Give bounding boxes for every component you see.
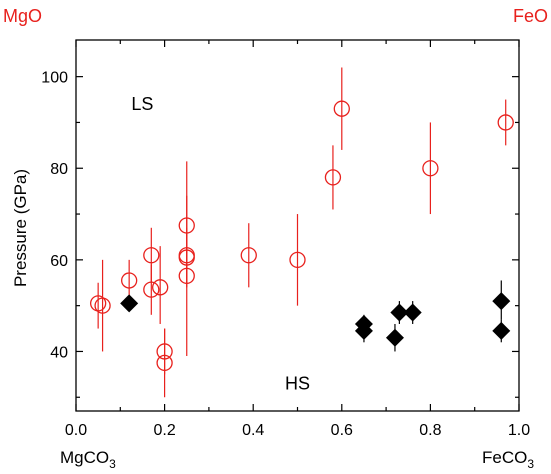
corner-label-bottom-right-base: FeCO	[482, 448, 527, 467]
data-point-circle	[90, 295, 107, 312]
y-tick-label: 40	[50, 344, 68, 361]
data-point-diamond	[354, 321, 373, 340]
y-axis-title: Pressure (GPa)	[11, 169, 30, 287]
data-point-circle	[422, 160, 439, 177]
data-point-circle	[178, 249, 195, 266]
corner-label-bottom-left-sub: 3	[109, 457, 116, 471]
data-point-circle	[324, 169, 342, 186]
x-tick-label: 0.6	[331, 422, 353, 439]
corner-label-top-left: MgO	[3, 6, 42, 26]
data-point-diamond	[385, 328, 404, 347]
x-tick-label: 1.0	[508, 422, 530, 439]
data-point-circle	[94, 297, 111, 314]
corner-label-top-right: FeO	[513, 6, 548, 26]
x-tick-label: 0.8	[419, 422, 441, 439]
data-point-circle	[156, 354, 173, 372]
x-tick-label: 0.4	[242, 422, 264, 439]
data-point-diamond	[390, 303, 409, 322]
error-bar-group	[97, 67, 507, 398]
data-point-circle	[289, 251, 306, 269]
corner-label-bottom-right: FeCO3	[482, 448, 534, 471]
label-group: 0.0 0.2 0.4 0.6 0.8 1.0 40 60 80 100 LS HS	[41, 70, 530, 439]
region-annotation: HS	[285, 374, 310, 394]
region-annotation: LS	[131, 94, 153, 114]
marker-group	[90, 100, 514, 372]
y-tick-label: 100	[41, 70, 68, 87]
data-point-circle	[156, 343, 173, 360]
data-point-circle	[143, 247, 160, 264]
corner-label-bottom-left: MgCO3	[60, 448, 116, 471]
data-point-circle	[152, 279, 169, 296]
corner-label-bottom-right-sub: 3	[527, 457, 534, 471]
data-point-diamond	[492, 292, 511, 311]
data-point-circle	[143, 281, 160, 298]
tick-group	[75, 40, 520, 411]
data-point-circle	[178, 267, 195, 285]
data-point-circle	[333, 100, 350, 117]
y-tick-label: 60	[50, 253, 68, 270]
x-tick-label: 0.0	[65, 422, 87, 439]
data-point-diamond	[120, 294, 139, 313]
data-point-circle	[497, 114, 514, 131]
data-point-diamond	[492, 321, 511, 340]
data-point-circle	[240, 247, 257, 264]
data-point-circle	[121, 272, 138, 289]
data-point-diamond	[403, 303, 422, 322]
corner-label-bottom-left-base: MgCO	[60, 448, 109, 467]
y-tick-label: 80	[50, 161, 68, 178]
data-point-circle	[178, 217, 195, 234]
x-tick-label: 0.2	[153, 422, 175, 439]
